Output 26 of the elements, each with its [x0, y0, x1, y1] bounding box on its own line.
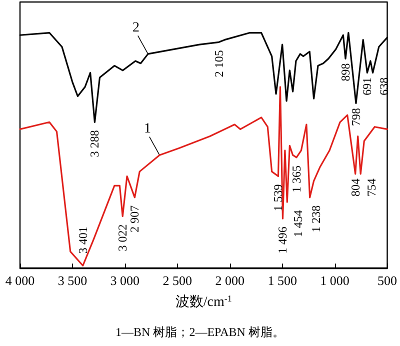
x-tick-label: 1 500	[268, 273, 297, 288]
series-label: 1	[144, 122, 152, 137]
x-tick-label: 3 500	[58, 273, 88, 288]
text: 1—BN 树脂；2—EPABN 树脂。	[116, 325, 284, 339]
x-tick-label: 2 500	[162, 273, 192, 288]
annotation: 2 907	[128, 205, 142, 232]
annotation: 691	[360, 77, 374, 96]
annotation: 1 238	[308, 205, 323, 232]
annotation: 1 539	[271, 184, 286, 212]
x-tick-label: 1 000	[320, 273, 350, 288]
x-tick-label: 3 000	[110, 273, 140, 288]
annotation: 804	[348, 178, 362, 197]
x-tick-label: 4 000	[5, 273, 35, 288]
annotation: 1 365	[289, 165, 304, 192]
annotation: 754	[364, 178, 379, 197]
annotation: 2 105	[212, 50, 226, 78]
annotation: 1 454	[291, 210, 306, 238]
annotation: 798	[348, 108, 363, 126]
annotation: 3 288	[88, 130, 102, 158]
x-tick-label: 500	[378, 273, 397, 288]
annotation: 3 022	[116, 224, 130, 252]
x-tick-label: 2 000	[215, 273, 244, 288]
annotation: 1 496	[276, 226, 290, 254]
annotation: 3 401	[76, 226, 90, 254]
series-label: 2	[132, 20, 140, 36]
annotation: 898	[338, 63, 352, 82]
